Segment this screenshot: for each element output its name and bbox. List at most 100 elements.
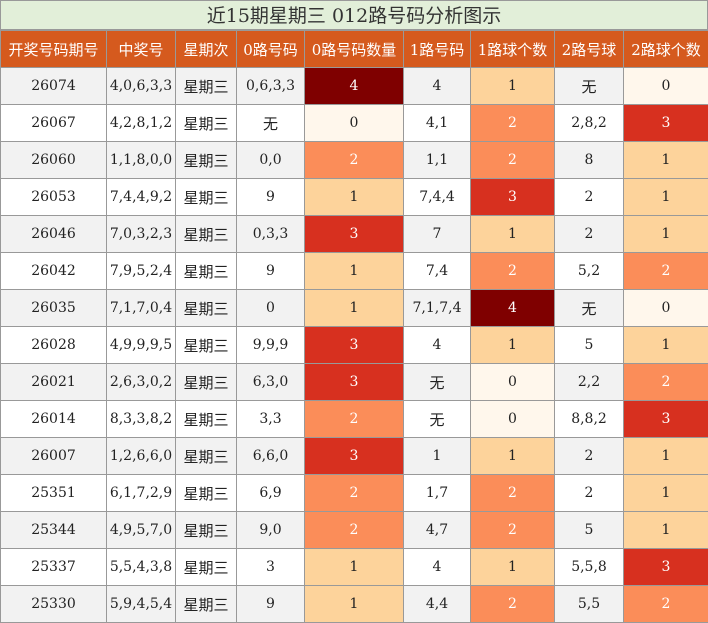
number-cell: 7,0,3,2,3 — [107, 216, 176, 253]
period-cell: 26007 — [1, 438, 107, 475]
road0-cell: 9,9,9 — [237, 327, 305, 364]
road1-count-cell: 1 — [471, 327, 555, 364]
road2-count-cell: 2 — [624, 364, 708, 401]
weekday-cell: 星期三 — [176, 179, 237, 216]
period-cell: 26060 — [1, 142, 107, 179]
road1-count-cell: 1 — [471, 68, 555, 105]
road0-count-cell: 2 — [305, 512, 404, 549]
road2-count-cell: 1 — [624, 179, 708, 216]
road1-count-cell: 1 — [471, 549, 555, 586]
road0-cell: 0 — [237, 290, 305, 327]
road2-cell: 5 — [555, 512, 624, 549]
header-road2: 2路号球 — [555, 31, 624, 68]
road1-cell: 4 — [404, 68, 471, 105]
road2-cell: 无 — [555, 68, 624, 105]
weekday-cell: 星期三 — [176, 401, 237, 438]
number-cell: 1,1,8,0,0 — [107, 142, 176, 179]
road1-cell: 4,1 — [404, 105, 471, 142]
weekday-cell: 星期三 — [176, 475, 237, 512]
period-cell: 26014 — [1, 401, 107, 438]
weekday-cell: 星期三 — [176, 253, 237, 290]
header-road1: 1路号码 — [404, 31, 471, 68]
road2-cell: 5 — [555, 327, 624, 364]
header-road1-count: 1路球个数 — [471, 31, 555, 68]
road0-count-cell: 1 — [305, 253, 404, 290]
road0-count-cell: 2 — [305, 142, 404, 179]
road0-cell: 0,6,3,3 — [237, 68, 305, 105]
period-cell: 26035 — [1, 290, 107, 327]
road0-count-cell: 1 — [305, 290, 404, 327]
road2-count-cell: 1 — [624, 512, 708, 549]
period-cell: 25344 — [1, 512, 107, 549]
road2-count-cell: 1 — [624, 475, 708, 512]
road2-count-cell: 3 — [624, 549, 708, 586]
road2-cell: 8,8,2 — [555, 401, 624, 438]
road1-cell: 7 — [404, 216, 471, 253]
road1-cell: 7,4 — [404, 253, 471, 290]
header-road0-count: 0路号码数量 — [305, 31, 404, 68]
number-cell: 4,9,5,7,0 — [107, 512, 176, 549]
road1-count-cell: 0 — [471, 364, 555, 401]
weekday-cell: 星期三 — [176, 105, 237, 142]
road2-cell: 2 — [555, 216, 624, 253]
number-cell: 6,1,7,2,9 — [107, 475, 176, 512]
road0-count-cell: 1 — [305, 549, 404, 586]
page-title: 近15期星期三 012路号码分析图示 — [0, 0, 708, 30]
period-cell: 25330 — [1, 586, 107, 623]
road2-count-cell: 3 — [624, 401, 708, 438]
weekday-cell: 星期三 — [176, 68, 237, 105]
road0-cell: 3 — [237, 549, 305, 586]
period-cell: 25337 — [1, 549, 107, 586]
period-cell: 26028 — [1, 327, 107, 364]
header-weekday: 星期次 — [176, 31, 237, 68]
period-cell: 26074 — [1, 68, 107, 105]
road2-cell: 5,5,8 — [555, 549, 624, 586]
road1-count-cell: 0 — [471, 401, 555, 438]
number-cell: 1,2,6,6,0 — [107, 438, 176, 475]
road0-cell: 9 — [237, 179, 305, 216]
weekday-cell: 星期三 — [176, 512, 237, 549]
number-cell: 4,2,8,1,2 — [107, 105, 176, 142]
road2-cell: 2,8,2 — [555, 105, 624, 142]
road1-count-cell: 4 — [471, 290, 555, 327]
road1-count-cell: 1 — [471, 438, 555, 475]
road0-cell: 3,3 — [237, 401, 305, 438]
road0-cell: 0,3,3 — [237, 216, 305, 253]
road2-cell: 2 — [555, 438, 624, 475]
analysis-table: 开奖号码期号 中奖号 星期次 0路号码 0路号码数量 1路号码 1路球个数 2路… — [0, 30, 708, 623]
road1-cell: 4 — [404, 327, 471, 364]
road2-count-cell: 1 — [624, 438, 708, 475]
header-road0: 0路号码 — [237, 31, 305, 68]
period-cell: 26053 — [1, 179, 107, 216]
road1-cell: 1,7 — [404, 475, 471, 512]
road0-count-cell: 2 — [305, 401, 404, 438]
road0-count-cell: 1 — [305, 179, 404, 216]
road0-cell: 6,3,0 — [237, 364, 305, 401]
weekday-cell: 星期三 — [176, 438, 237, 475]
road2-cell: 2 — [555, 475, 624, 512]
number-cell: 5,9,4,5,4 — [107, 586, 176, 623]
weekday-cell: 星期三 — [176, 216, 237, 253]
road2-cell: 2 — [555, 179, 624, 216]
road2-cell: 5,5 — [555, 586, 624, 623]
road2-cell: 5,2 — [555, 253, 624, 290]
road2-count-cell: 2 — [624, 586, 708, 623]
road1-cell: 7,1,7,4 — [404, 290, 471, 327]
road2-count-cell: 1 — [624, 327, 708, 364]
weekday-cell: 星期三 — [176, 364, 237, 401]
road0-count-cell: 2 — [305, 475, 404, 512]
road1-cell: 1,1 — [404, 142, 471, 179]
